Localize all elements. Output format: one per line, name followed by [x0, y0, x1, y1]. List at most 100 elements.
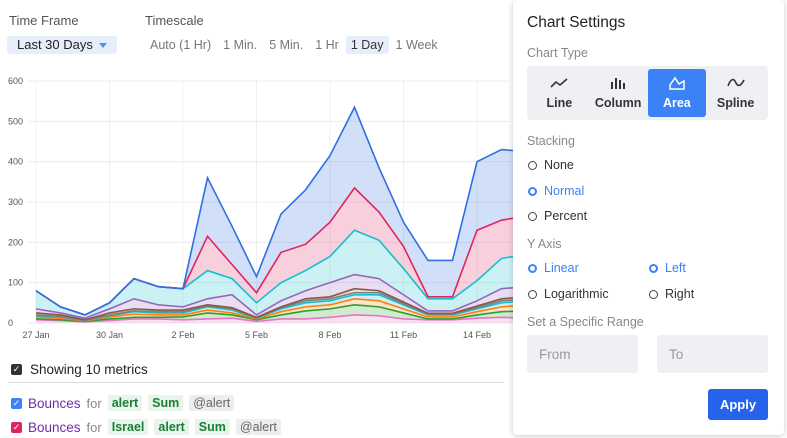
radio-on-icon[interactable]: [649, 263, 658, 273]
metric-source: @alert: [235, 419, 281, 435]
metric-stat: Sum: [194, 419, 230, 435]
timescale-option-selected[interactable]: 1 Day: [345, 36, 389, 54]
x-tick-label: 2 Feb: [171, 330, 194, 340]
series-area: [36, 314, 513, 323]
series-line: [35, 105, 513, 316]
column-chart-icon: [611, 78, 626, 89]
metric-stat: Sum: [148, 395, 184, 411]
spline-chart-icon: [726, 78, 745, 87]
y-tick-label: 300: [8, 197, 23, 207]
y-scale-linear[interactable]: Linear: [528, 261, 579, 275]
radio-label: Percent: [544, 209, 588, 223]
x-tick-label: 5 Feb: [245, 330, 268, 340]
series-area: [36, 274, 513, 320]
x-tick-label: 30 Jan: [96, 330, 123, 340]
checkbox-checked-icon[interactable]: ✓: [11, 421, 22, 433]
timescale-options: Auto (1 Hr) 1 Min. 5 Min. 1 Hr 1 Day 1 W…: [145, 36, 443, 54]
timescale-option[interactable]: 1 Week: [395, 38, 438, 52]
timescale-option[interactable]: Auto (1 Hr): [150, 38, 212, 52]
y-tick-label: 600: [8, 76, 23, 86]
y-tick-label: 500: [8, 116, 23, 126]
stacking-option-none[interactable]: None: [528, 158, 574, 172]
x-tick-label: 8 Feb: [318, 330, 341, 340]
radio-on-icon[interactable]: [528, 263, 537, 273]
stacked-area-chart: 0 100 200 300 400 500 600 27 Jan 30 Jan 2 Feb 5 Fe…: [8, 76, 513, 340]
chart-type-label: Chart Type: [527, 46, 588, 60]
timescale-label: Timescale: [145, 13, 204, 28]
divider: [8, 382, 504, 383]
timescale-option[interactable]: 1 Min.: [223, 38, 258, 52]
series-line: [35, 297, 513, 322]
time-frame-label: Time Frame: [9, 13, 79, 28]
series-area: [36, 298, 513, 322]
timescale-option[interactable]: 1 Hr: [315, 38, 339, 52]
radio-label: Logarithmic: [544, 287, 609, 301]
chart-type-label: Area: [662, 96, 691, 110]
series-line: [35, 273, 513, 319]
radio-off-icon[interactable]: [649, 289, 658, 299]
metric-source: @alert: [189, 395, 235, 411]
radio-off-icon[interactable]: [528, 289, 537, 299]
chart-type-label: Line: [546, 96, 573, 110]
line-chart-icon: [550, 78, 568, 88]
metric-tag: alert: [154, 419, 189, 435]
apply-button[interactable]: Apply: [708, 389, 768, 420]
metric-for: for: [86, 419, 102, 435]
x-tick-label: 11 Feb: [390, 330, 417, 340]
stacking-label: Stacking: [527, 134, 575, 148]
chart-type-area[interactable]: Area: [647, 69, 707, 117]
showing-metrics-label: Showing 10 metrics: [30, 362, 148, 377]
y-axis-label: Y Axis: [527, 237, 562, 251]
stacking-option-normal[interactable]: Normal: [528, 184, 584, 198]
metric-name[interactable]: Bounces: [28, 395, 81, 411]
chart-type-column[interactable]: Column: [589, 69, 648, 117]
range-to-input[interactable]: [657, 335, 768, 373]
y-tick-label: 0: [8, 318, 13, 328]
radio-label: Normal: [544, 184, 585, 198]
chart-type-label: Column: [594, 96, 642, 110]
chart-type-line[interactable]: Line: [530, 69, 589, 117]
radio-on-icon[interactable]: [528, 186, 537, 196]
y-side-left[interactable]: Left: [649, 261, 686, 275]
radio-label: Linear: [544, 261, 579, 275]
x-tick-label: 14 Feb: [463, 330, 491, 340]
series-line: [35, 287, 513, 321]
chart-type-spline[interactable]: Spline: [706, 69, 765, 117]
time-frame-select[interactable]: Last 30 Days: [7, 36, 117, 54]
metric-for: for: [86, 395, 102, 411]
metric-name[interactable]: Bounces: [28, 419, 81, 435]
radio-label: Left: [665, 261, 686, 275]
chart-type-selector: Line Column Area: [527, 66, 768, 120]
metric-tag: alert: [107, 395, 143, 411]
chart-settings-panel: Chart Settings Chart Type Line Column: [513, 0, 784, 435]
checkbox-checked-icon[interactable]: ✓: [11, 364, 22, 375]
series-line: [35, 314, 513, 323]
x-tick-label: 27 Jan: [22, 330, 49, 340]
series-area: [36, 230, 513, 319]
caret-down-icon: [98, 42, 107, 48]
range-from-input[interactable]: [527, 335, 638, 373]
radio-off-icon[interactable]: [528, 160, 537, 170]
checkbox-checked-icon[interactable]: ✓: [11, 397, 22, 409]
time-frame-value: Last 30 Days: [17, 37, 93, 52]
chart-type-label: Spline: [716, 96, 755, 110]
y-tick-label: 400: [8, 157, 23, 167]
range-label: Set a Specific Range: [527, 315, 644, 329]
y-tick-label: 200: [8, 237, 23, 247]
radio-label: Right: [665, 287, 695, 301]
y-side-right[interactable]: Right: [649, 287, 694, 301]
showing-metrics-toggle[interactable]: ✓ Showing 10 metrics: [11, 362, 148, 377]
radio-label: None: [544, 158, 574, 172]
panel-title: Chart Settings: [527, 14, 626, 31]
y-tick-label: 100: [8, 278, 23, 288]
stacking-option-percent[interactable]: Percent: [528, 209, 587, 223]
y-scale-log[interactable]: Logarithmic: [528, 287, 609, 301]
area-chart-icon: [669, 76, 685, 90]
metric-tag: Israel: [107, 419, 149, 435]
radio-off-icon[interactable]: [528, 211, 537, 221]
metric-row[interactable]: ✓ Bounces for alert Sum @alert: [11, 395, 235, 411]
metric-row[interactable]: ✓ Bounces for Israel alert Sum @alert: [11, 419, 281, 435]
series-line: [35, 304, 513, 323]
timescale-option[interactable]: 5 Min.: [269, 38, 304, 52]
